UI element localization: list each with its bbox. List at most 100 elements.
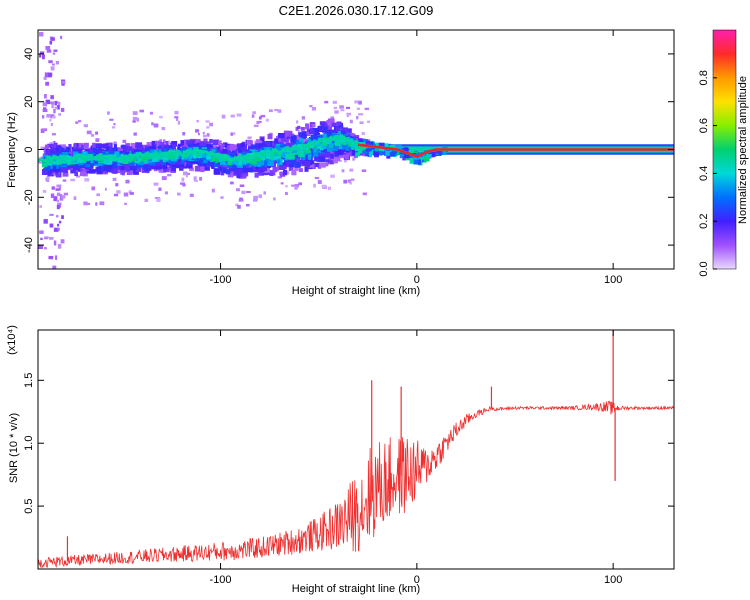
spectrogram-cell <box>56 192 61 196</box>
spectrogram-cell <box>313 146 317 153</box>
spectrogram-cell <box>324 151 331 158</box>
y-tick-label: 0 <box>23 146 35 152</box>
spectrogram-cell <box>95 138 100 142</box>
spectrogram-cell <box>285 184 288 188</box>
spectrogram-cell <box>97 160 103 166</box>
spectrogram-cell <box>226 145 232 151</box>
spectrogram-cell <box>38 244 44 249</box>
spectrogram-cell <box>91 186 96 191</box>
spectrogram-cell <box>44 236 49 239</box>
spectrogram-cell <box>214 148 220 152</box>
spectrogram-cell <box>286 135 292 139</box>
spectrogram-cell <box>178 143 184 147</box>
spectrogram-cell <box>435 148 441 154</box>
snr-scale-label: (x10⁴) <box>6 325 18 355</box>
spectrogram-cell <box>227 163 235 169</box>
spectrogram-cell <box>385 150 392 156</box>
spectrogram-cell <box>83 201 88 206</box>
spectrogram-cell <box>251 157 257 161</box>
spectrogram-cell <box>365 140 371 147</box>
spectrogram-cell <box>358 149 363 154</box>
spectrogram-cell <box>255 140 262 145</box>
spectrogram-cell <box>95 152 100 157</box>
spectrogram-cell <box>209 139 213 144</box>
spectrogram-cell <box>269 148 273 153</box>
spectrogram-cell <box>53 108 56 114</box>
spectrogram-cell <box>224 150 232 155</box>
spectrogram-cell <box>126 158 130 162</box>
spectrogram-cell <box>73 142 78 148</box>
x-tick-label: 0 <box>414 274 420 286</box>
spectrogram-cell <box>87 158 94 164</box>
spectrogram-cell <box>39 230 44 234</box>
spectrogram-cell <box>281 156 289 161</box>
spectrogram-cell <box>197 159 204 166</box>
spectrogram-cell <box>171 141 178 147</box>
spectrogram-cell <box>342 140 346 144</box>
spectrogram-cell <box>204 164 210 171</box>
spectrogram-cell <box>234 161 239 166</box>
spectrogram-cell <box>382 143 389 147</box>
spectrogram-cell <box>333 146 338 152</box>
spectrogram-cell <box>52 160 59 165</box>
spectrogram-cell <box>177 192 181 196</box>
spectrogram-cell <box>319 126 325 132</box>
spectrogram-cell <box>44 72 49 78</box>
snr-marks <box>38 330 674 569</box>
spectrogram-cell <box>338 124 343 128</box>
spectrogram-cell <box>349 182 352 185</box>
spectrogram-cell <box>265 118 269 122</box>
spectrogram-cell <box>194 165 202 172</box>
spectrogram-cell <box>206 133 210 137</box>
spectrogram-cell <box>322 126 328 131</box>
spectrogram-cell <box>94 156 102 161</box>
spectrogram-cell <box>252 198 258 202</box>
spectrogram-cell <box>122 139 127 143</box>
spectrogram-cell <box>274 145 281 150</box>
spectrogram-cell <box>76 158 83 163</box>
spectrogram-cell <box>301 134 307 139</box>
spectrogram-cell <box>274 108 279 112</box>
spectrogram-cell <box>246 158 252 163</box>
spectrogram-cell <box>137 147 145 152</box>
spectrogram-cell <box>151 157 158 162</box>
spectrogram-cell <box>111 126 116 129</box>
spectrogram-cell <box>56 145 62 150</box>
colorbar: 0.0 0.2 0.4 0.6 0.8 Normalized spectral ampl… <box>698 29 749 277</box>
spectrogram-cell <box>196 120 199 123</box>
spectrogram-cell <box>149 149 155 154</box>
spectrogram-cell <box>312 127 319 132</box>
spectrogram-cell <box>212 156 216 162</box>
spectrogram-cell <box>182 148 187 153</box>
spectrogram-cell <box>158 168 164 173</box>
spectrogram-cell <box>135 149 142 153</box>
spectrogram-cell <box>170 144 176 150</box>
spectrogram-cell <box>409 157 414 164</box>
spectrogram-cell <box>313 183 316 188</box>
spectrogram-cell <box>81 144 85 151</box>
spectrogram-cell <box>49 101 55 105</box>
spectrogram-cell <box>42 108 48 113</box>
spectrogram-cell <box>340 109 345 112</box>
spectrogram-cell <box>308 164 315 168</box>
spectrogram-cell <box>58 113 62 116</box>
spectrogram-cell <box>41 115 45 119</box>
spectrogram-cell <box>311 123 316 127</box>
spectrogram-cell <box>42 128 48 132</box>
spectrogram-cell <box>42 190 47 193</box>
spectrogram-cell <box>301 138 308 144</box>
spectrogram-cell <box>53 166 60 173</box>
y-tick-label: 40 <box>23 48 35 60</box>
spectrogram-cell <box>395 146 402 151</box>
spectrogram-cell <box>181 177 185 182</box>
spectrogram-cell <box>121 170 125 176</box>
spectrogram-cell <box>282 169 288 176</box>
spectrogram-cell <box>248 140 253 144</box>
spectrogram-cell <box>255 164 260 170</box>
spectrogram-cell <box>130 142 136 148</box>
spectrogram-cell <box>256 121 260 125</box>
spectrogram-cell <box>43 76 47 80</box>
spectrogram-cell <box>274 154 282 159</box>
spectrogram-cell <box>192 149 197 153</box>
spectrogram-cell <box>215 150 221 155</box>
